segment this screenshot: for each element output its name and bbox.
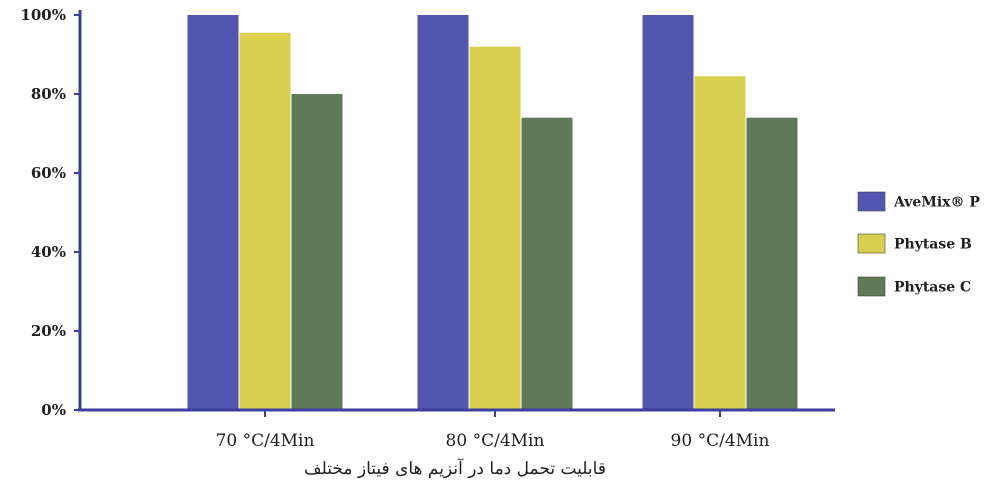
legend-label: AveMix® P bbox=[893, 195, 980, 211]
y-tick-label: 80% bbox=[31, 85, 66, 103]
legend-swatch bbox=[857, 191, 886, 212]
bar-3-series-1 bbox=[642, 15, 694, 410]
bar-2-series-1 bbox=[417, 15, 469, 410]
legend-label: Phytase B bbox=[894, 237, 972, 253]
x-tick-label: 90 °C/4Min bbox=[671, 431, 770, 451]
legend-swatch bbox=[857, 233, 886, 254]
bar-3-series-2 bbox=[694, 76, 746, 410]
x-tick-label: 80 °C/4Min bbox=[446, 431, 545, 451]
x-ticks-layer: 70 °C/4Min 80 °C/4Min 90 °C/4Min bbox=[216, 410, 770, 451]
x-axis-label: قابلیت تحمل دما در آنزیم های فیتاز مختلف bbox=[304, 457, 606, 479]
bar-1-series-1 bbox=[187, 15, 239, 410]
y-tick-label: 60% bbox=[31, 164, 66, 182]
legend-label: Phytase C bbox=[894, 280, 971, 296]
y-tick-label: 40% bbox=[31, 243, 66, 261]
bars-layer bbox=[187, 15, 798, 411]
y-tick-label: 20% bbox=[31, 322, 66, 340]
x-tick-label: 70 °C/4Min bbox=[216, 431, 315, 451]
y-tick-label: 0% bbox=[41, 401, 66, 419]
legend: AveMix® P Phytase B Phytase C bbox=[857, 191, 980, 297]
y-tick-label: 100% bbox=[20, 6, 66, 24]
bar-1-series-3 bbox=[291, 94, 343, 410]
bar-2-series-2 bbox=[469, 46, 521, 410]
bar-3-series-3 bbox=[746, 117, 798, 410]
axes-layer bbox=[78, 10, 835, 412]
y-ticks-layer: 0% 20% 40% 60% 80% 100% bbox=[20, 6, 80, 419]
bar-2-series-3 bbox=[521, 117, 573, 410]
bar-1-series-2 bbox=[239, 32, 291, 411]
legend-swatch bbox=[857, 276, 886, 297]
